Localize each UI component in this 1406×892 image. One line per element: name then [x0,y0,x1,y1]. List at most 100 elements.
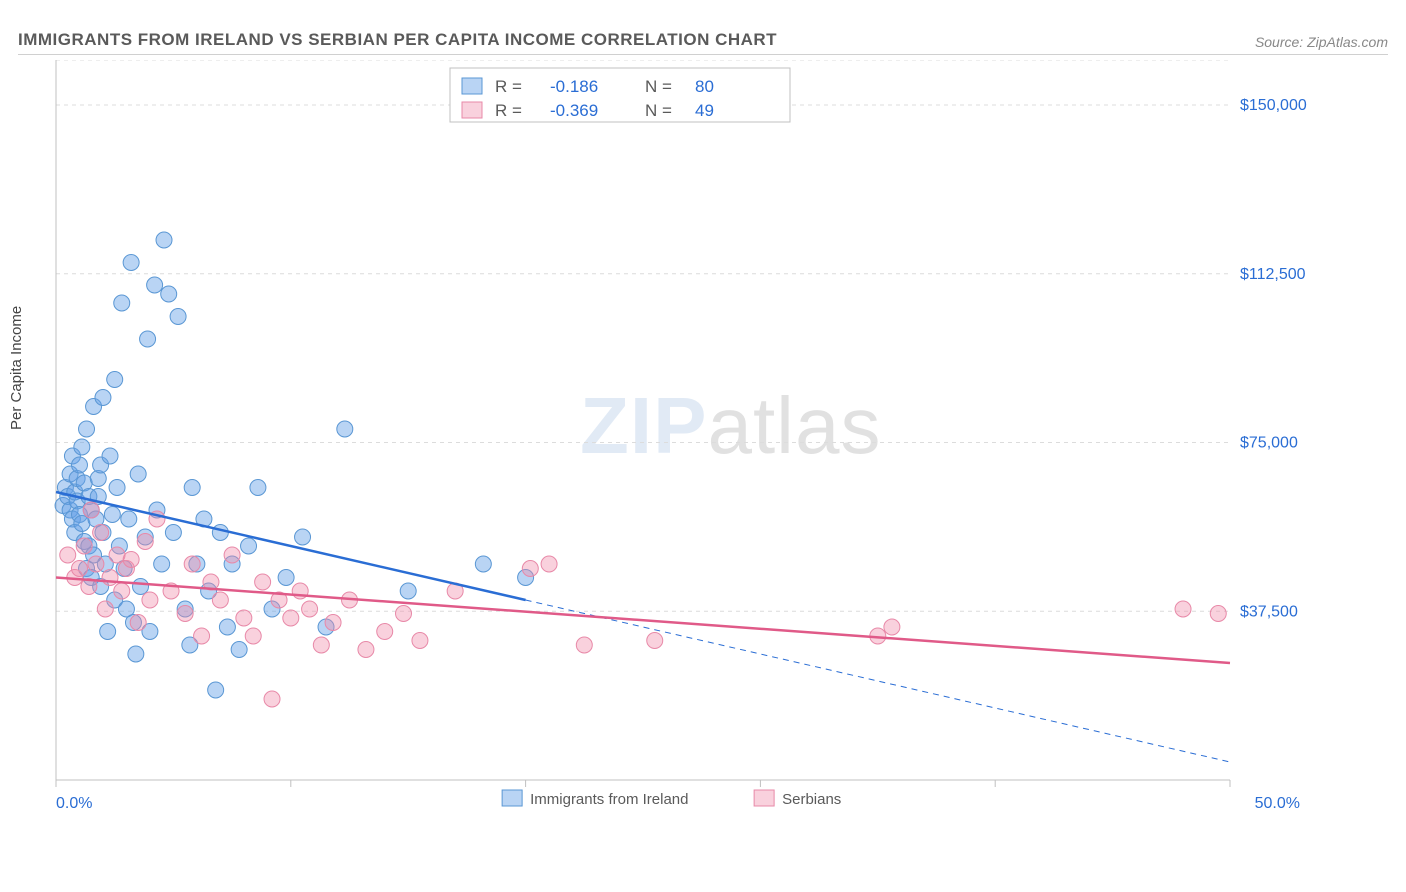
y-tick-label: $112,500 [1240,266,1306,283]
data-point [522,561,538,577]
y-tick-label: $150,000 [1240,97,1307,114]
data-point [74,516,90,532]
data-point [156,232,172,248]
legend-n-value: 49 [695,101,714,120]
data-point [71,457,87,473]
y-tick-label: $75,000 [1240,435,1298,452]
data-point [107,372,123,388]
data-point [137,534,153,550]
data-point [255,574,271,590]
data-point [102,570,118,586]
bottom-legend-label: Immigrants from Ireland [530,791,688,808]
data-point [396,606,412,622]
data-point [475,556,491,572]
data-point [224,547,240,563]
data-point [283,610,299,626]
y-axis-label: Per Capita Income [8,306,25,430]
data-point [236,610,252,626]
data-point [250,480,266,496]
bottom-legend-swatch [502,790,522,806]
data-point [130,466,146,482]
data-point [400,583,416,599]
data-point [1175,601,1191,617]
legend-swatch [462,102,482,118]
data-point [71,561,87,577]
data-point [170,309,186,325]
data-point [140,331,156,347]
data-point [88,556,104,572]
data-point [74,439,90,455]
data-point [358,642,374,658]
source-value: ZipAtlas.com [1307,34,1388,50]
data-point [377,624,393,640]
data-point [264,691,280,707]
data-point [208,682,224,698]
legend-n-label: N = [645,77,672,96]
data-point [121,511,137,527]
data-point [114,583,130,599]
data-point [128,646,144,662]
legend-swatch [462,78,482,94]
data-point [165,525,181,541]
data-point [76,538,92,554]
legend-r-label: R = [495,101,522,120]
correlation-chart: $37,500 $75,000 $112,500 $150,000 0.0% 50.0% R… [50,60,1310,820]
legend-r-label: R = [495,77,522,96]
legend-r-value: -0.186 [550,77,598,96]
title-bar: IMMIGRANTS FROM IRELAND VS SERBIAN PER C… [18,18,1388,55]
data-point [325,615,341,631]
data-point [79,421,95,437]
data-point [109,547,125,563]
x-min-label: 0.0% [56,795,92,812]
legend-n-label: N = [645,101,672,120]
data-point [100,624,116,640]
data-point [1210,606,1226,622]
data-point [142,592,158,608]
data-point [219,619,235,635]
data-point [313,637,329,653]
data-point [884,619,900,635]
data-point [412,633,428,649]
regression-line-dash [526,600,1230,762]
data-point [541,556,557,572]
data-point [114,295,130,311]
data-point [60,547,76,563]
data-point [241,538,257,554]
data-point [177,606,193,622]
data-point [133,579,149,595]
data-point [97,601,113,617]
data-point [212,592,228,608]
data-point [184,480,200,496]
data-point [245,628,261,644]
source-label: Source: ZipAtlas.com [1255,34,1388,50]
series-0 [55,232,534,698]
data-point [302,601,318,617]
data-point [95,390,111,406]
page-title: IMMIGRANTS FROM IRELAND VS SERBIAN PER C… [18,30,777,50]
top-legend: R = -0.186 N = 80 R = -0.369 N = 49 [450,68,790,122]
legend-r-value: -0.369 [550,101,598,120]
y-tick-label: $37,500 [1240,603,1298,620]
source-label-text: Source: [1255,34,1303,50]
data-point [212,525,228,541]
legend-n-value: 80 [695,77,714,96]
data-point [147,277,163,293]
data-point [109,480,125,496]
data-point [83,502,99,518]
data-point [231,642,247,658]
data-point [647,633,663,649]
data-point [102,448,118,464]
data-point [278,570,294,586]
data-point [194,628,210,644]
data-point [337,421,353,437]
data-point [295,529,311,545]
bottom-legend-swatch [754,790,774,806]
data-point [130,615,146,631]
x-max-label: 50.0% [1255,795,1300,812]
bottom-legend-label: Serbians [782,791,841,808]
data-point [123,255,139,271]
data-point [104,507,120,523]
data-point [576,637,592,653]
data-point [154,556,170,572]
data-point [184,556,200,572]
